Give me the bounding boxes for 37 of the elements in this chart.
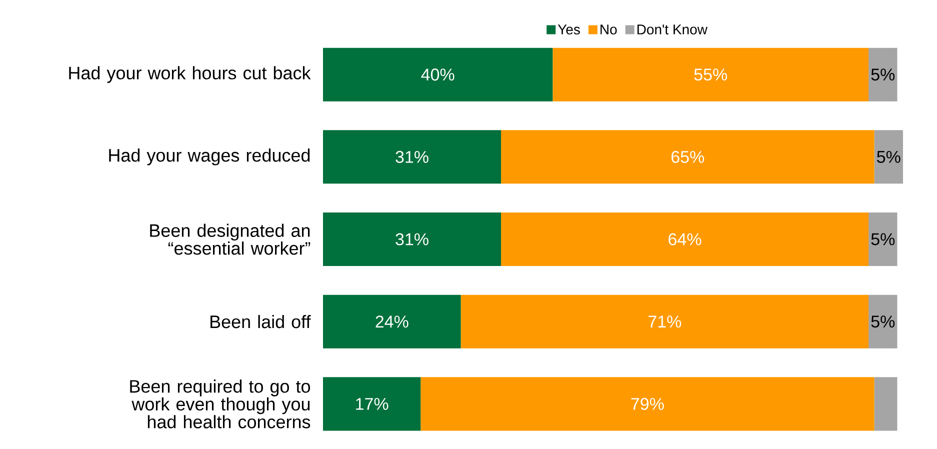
- y-tick-label: Had your wages reduced: [109, 148, 310, 166]
- data-label: 31%: [396, 150, 428, 163]
- bar: [323, 294, 461, 348]
- bar: [501, 130, 874, 184]
- bar: [323, 130, 502, 184]
- bar: [323, 212, 502, 266]
- bar: [420, 377, 874, 431]
- data-label: 64%: [668, 233, 702, 246]
- bar: [501, 212, 869, 266]
- legend-label: Don't Know: [637, 24, 708, 34]
- data-label: 5%: [871, 233, 895, 246]
- legend-label: No: [600, 24, 617, 34]
- bar: [874, 377, 898, 431]
- data-label: 79%: [631, 398, 664, 410]
- bar: [874, 130, 903, 184]
- y-tick-label: Been designated an “essential worker”: [150, 224, 310, 255]
- data-label: 24%: [376, 316, 408, 328]
- y-tick-label: Been required to go to work even though you had health concerns: [130, 380, 310, 428]
- data-label: 40%: [421, 68, 454, 81]
- bar: [323, 48, 553, 102]
- bar: [868, 294, 898, 348]
- data-label: 71%: [648, 316, 682, 328]
- bar: [323, 377, 421, 431]
- bar: [868, 212, 898, 266]
- bar: [460, 294, 869, 348]
- data-label: 31%: [396, 233, 428, 246]
- legend-label: Yes: [558, 24, 580, 34]
- data-label: 65%: [672, 150, 704, 163]
- data-label: 5%: [871, 316, 895, 328]
- data-label: 5%: [877, 150, 900, 163]
- bar: [868, 48, 898, 102]
- data-label: 5%: [871, 68, 895, 81]
- data-label: 17%: [356, 398, 388, 410]
- y-tick-label: Had your work hours cut back: [69, 66, 311, 83]
- y-tick-label: Been laid off: [210, 314, 311, 328]
- data-label: 55%: [694, 68, 728, 81]
- bar: [552, 48, 869, 102]
